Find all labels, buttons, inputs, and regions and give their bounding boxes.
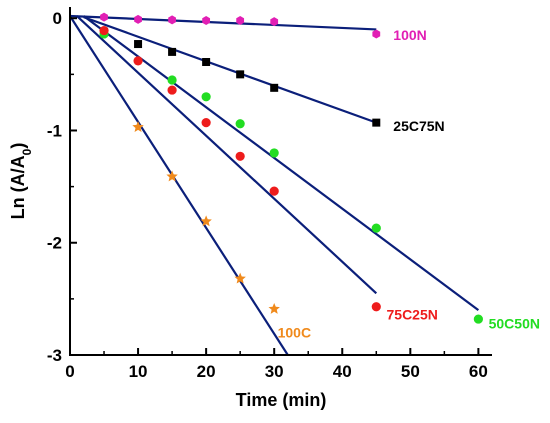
y-axis-title-sub: 0 <box>20 148 34 155</box>
x-tick-label: 30 <box>265 362 284 381</box>
point-50c50n <box>269 148 279 158</box>
point-100n <box>134 14 142 24</box>
series-labels-layer: 100N 25C75N 50C50N 75C25N 100C <box>278 27 540 340</box>
point-100c <box>132 121 144 132</box>
point-100n <box>372 29 381 39</box>
series-label-25c75n: 25C75N <box>393 118 444 134</box>
plot-lines-layer <box>69 14 480 356</box>
y-axis-title-main: Ln (A/A <box>8 155 28 219</box>
fit-line-100n <box>69 14 377 31</box>
series-label-100c: 100C <box>278 325 311 341</box>
point-75c25n <box>167 85 177 95</box>
point-75c25n <box>201 118 211 128</box>
x-tick-label: 50 <box>401 362 420 381</box>
point-100c <box>200 215 212 227</box>
x-tick-label: 40 <box>333 362 352 381</box>
fit-line-75c25n <box>76 15 378 295</box>
point-25c75n <box>134 40 143 49</box>
point-100n <box>236 15 245 25</box>
point-75c25n <box>133 56 143 66</box>
series-label-75c25n: 75C25N <box>387 307 438 323</box>
point-50c50n <box>235 119 245 129</box>
point-100c <box>234 272 246 284</box>
series-label-50c50n: 50C50N <box>489 316 540 332</box>
point-75c25n <box>269 186 279 196</box>
fit-line-50c50n <box>82 15 480 311</box>
point-100n <box>270 17 279 27</box>
point-100n <box>202 15 211 25</box>
x-tick-label: 20 <box>197 362 216 381</box>
x-tick-label: 10 <box>129 362 148 381</box>
point-75c25n <box>235 151 245 161</box>
x-tick-label: 0 <box>65 362 74 381</box>
point-50c50n <box>473 314 483 324</box>
y-tick-label: -1 <box>47 121 62 140</box>
y-axis-title: Ln (A/A0) <box>8 143 34 220</box>
point-100n <box>100 12 108 22</box>
x-axis-title: Time (min) <box>236 390 327 410</box>
point-100c <box>166 170 178 182</box>
point-50c50n <box>167 75 177 85</box>
point-25c75n <box>202 58 211 67</box>
series-label-100n: 100N <box>393 27 426 43</box>
point-25c75n <box>236 70 245 79</box>
point-25c75n <box>372 118 381 127</box>
fit-line-25c75n <box>83 16 377 124</box>
x-tick-label: 60 <box>469 362 488 381</box>
y-tick-label: -3 <box>47 346 62 365</box>
point-50c50n <box>371 223 381 233</box>
point-100c <box>268 302 280 314</box>
point-25c75n <box>270 83 279 92</box>
axes-layer: 0 10 20 30 40 50 60 0 -1 -2 -3 <box>47 7 492 381</box>
y-tick-label: -2 <box>47 234 62 253</box>
point-50c50n <box>201 92 211 102</box>
point-100n <box>168 15 176 25</box>
y-axis-title-close: ) <box>8 143 28 149</box>
plot-markers-layer <box>99 12 483 324</box>
point-75c25n <box>371 302 381 312</box>
fit-line-100c <box>69 15 289 356</box>
point-75c25n <box>99 25 109 36</box>
y-tick-label: 0 <box>53 9 62 28</box>
point-25c75n <box>168 47 177 56</box>
